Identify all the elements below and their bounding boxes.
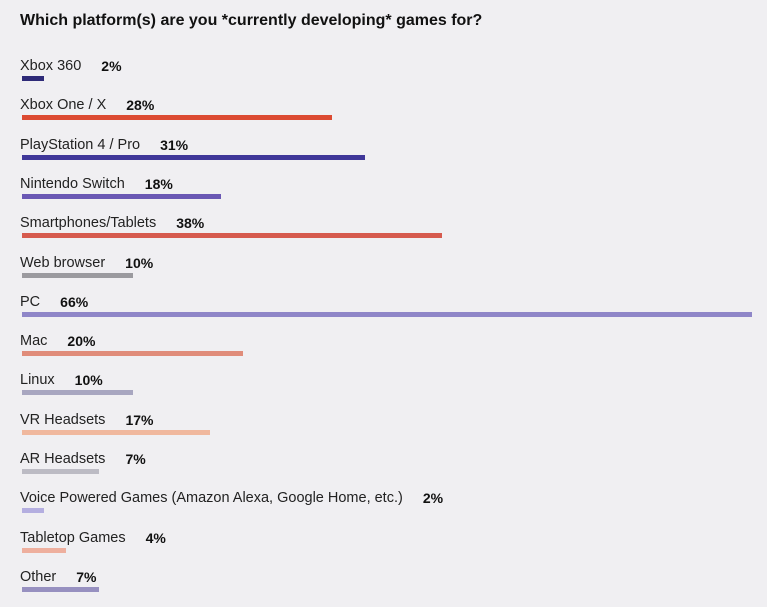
bar-row: Mac 20% — [0, 332, 767, 371]
bar — [22, 193, 222, 199]
bar — [22, 469, 100, 474]
category-label: Web browser — [20, 254, 106, 271]
value-label: 31% — [160, 136, 189, 153]
category-label: Nintendo Switch — [20, 175, 125, 192]
bar-row: Voice Powered Games (Amazon Alexa, Googl… — [0, 489, 767, 528]
bar-row: Nintendo Switch 18% — [0, 175, 767, 214]
category-label: Mac — [20, 333, 48, 350]
bar — [22, 115, 332, 121]
value-label: 2% — [101, 58, 122, 74]
bar — [22, 272, 133, 278]
value-label: 66% — [60, 293, 89, 310]
value-label: 18% — [144, 175, 173, 192]
value-label: 17% — [125, 411, 154, 428]
value-label: 20% — [67, 333, 96, 350]
bar — [22, 508, 45, 514]
category-label: Xbox One / X — [20, 97, 107, 114]
category-label: Linux — [20, 372, 55, 389]
bar — [22, 586, 100, 592]
category-label: Other — [20, 568, 57, 585]
bar-row: Linux 10% — [0, 371, 767, 410]
category-label: Smartphones/Tablets — [20, 215, 157, 232]
value-label: 28% — [126, 97, 155, 114]
bar — [22, 547, 67, 553]
bar-row: PlayStation 4 / Pro 31% — [0, 136, 767, 175]
bar-row: Other 7% — [0, 568, 767, 607]
value-label: 7% — [125, 451, 146, 467]
bar — [22, 311, 752, 317]
value-label: 10% — [125, 254, 154, 271]
category-label: PlayStation 4 / Pro — [20, 136, 141, 153]
bar-row: Web browser 10% — [0, 254, 767, 293]
bar-row: Xbox One / X 28% — [0, 96, 767, 135]
value-label: 7% — [76, 568, 97, 585]
bar — [22, 76, 45, 81]
bar-row: Xbox 360 2% — [0, 57, 767, 96]
bar — [22, 233, 443, 239]
category-label: AR Headsets — [20, 451, 106, 467]
category-label: PC — [20, 293, 41, 310]
value-label: 10% — [74, 372, 103, 389]
bar — [22, 390, 133, 396]
value-label: 4% — [145, 529, 166, 546]
bar — [22, 429, 211, 435]
category-label: Tabletop Games — [20, 529, 126, 546]
category-label: Xbox 360 — [20, 58, 82, 74]
value-label: 2% — [422, 490, 444, 507]
bar — [22, 351, 244, 357]
chart-title: Which platform(s) are you *currently dev… — [20, 12, 483, 29]
bar-row: Smartphones/Tablets 38% — [0, 214, 767, 253]
bar-row: VR Headsets 17% — [0, 411, 767, 450]
category-label: VR Headsets — [20, 411, 106, 428]
bar — [22, 154, 365, 160]
category-label: Voice Powered Games (Amazon Alexa, Googl… — [20, 490, 403, 507]
bar-row: Tabletop Games 4% — [0, 529, 767, 568]
bar-row: AR Headsets 7% — [0, 450, 767, 489]
bar-row: PC 66% — [0, 293, 767, 332]
value-label: 38% — [176, 215, 205, 232]
